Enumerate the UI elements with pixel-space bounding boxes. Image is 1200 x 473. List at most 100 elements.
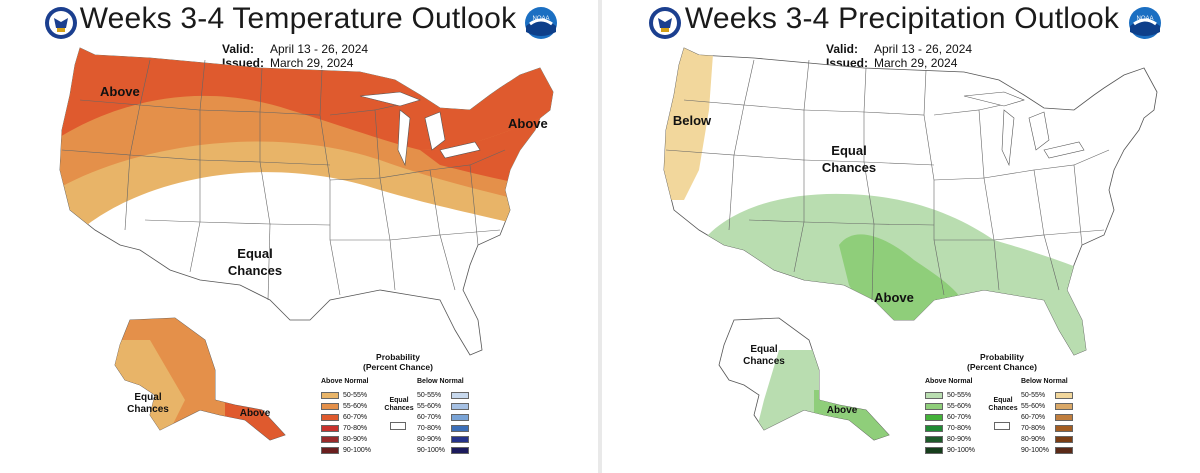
swatch-above-4 [321, 425, 339, 432]
label-equal-chances-line1: Equal [237, 246, 272, 261]
legend-equal-chances-swatch [390, 422, 406, 430]
swatch-above-1 [321, 392, 339, 399]
swatch-above-3 [321, 414, 339, 421]
legend-range: 55-60% [947, 403, 972, 410]
swatch-precip-below-2 [1055, 403, 1073, 410]
noaa-logo-text: NOAA [532, 16, 549, 22]
swatch-precip-above-3 [925, 414, 943, 421]
legend-range: 60-70% [417, 414, 442, 421]
legend-range: 60-70% [947, 414, 972, 421]
swatch-below-1 [451, 392, 469, 399]
legend-range: 70-80% [1021, 425, 1046, 432]
legend-equal-chances: Equal Chances [379, 397, 419, 413]
legend-below-normal: Below Normal [1021, 378, 1068, 385]
swatch-precip-below-6 [1055, 447, 1073, 454]
legend-range: 50-55% [417, 392, 442, 399]
swatch-below-3 [451, 414, 469, 421]
noaa-commerce-seal-icon [45, 7, 77, 39]
swatch-precip-above-4 [925, 425, 943, 432]
noaa-logo-icon: NOAA [1129, 7, 1161, 39]
legend-range: 80-90% [947, 436, 972, 443]
legend-range: 55-60% [343, 403, 368, 410]
swatch-precip-above-6 [925, 447, 943, 454]
valid-label: Valid: [222, 42, 255, 56]
state-boundaries [61, 59, 506, 301]
legend-range: 80-90% [417, 436, 442, 443]
label-equal-chances-line2: Chances [822, 160, 876, 175]
band-below-50-55 [664, 48, 714, 200]
legend-range: 70-80% [417, 425, 442, 432]
great-lakes [359, 91, 481, 167]
swatch-below-2 [451, 403, 469, 410]
panel-divider [598, 0, 602, 473]
legend-title-line2: (Percent Chance) [363, 362, 433, 372]
label-ak-above: Above [827, 405, 858, 416]
legend-equal-line1: Equal [389, 397, 409, 404]
label-ak-above: Above [240, 408, 271, 419]
label-above: Above [874, 290, 914, 305]
legend-range: 90-100% [947, 447, 976, 454]
legend-range: 80-90% [343, 436, 368, 443]
legend-range: 60-70% [343, 414, 368, 421]
legend-equal-line1: Equal [993, 397, 1013, 404]
legend-range: 70-80% [947, 425, 972, 432]
temperature-legend: Probability (Percent Chance) Above Normal… [313, 350, 483, 470]
valid-value: April 13 - 26, 2024 [874, 42, 973, 56]
temperature-outlook-panel: Weeks 3-4 Temperature Outlook NOAA Valid… [0, 0, 596, 473]
label-above-northeast: Above [508, 116, 548, 131]
legend-equal-line2: Chances [384, 405, 414, 412]
swatch-below-5 [451, 436, 469, 443]
legend-above-normal: Above Normal [321, 378, 369, 385]
precipitation-outlook-panel: Weeks 3-4 Precipitation Outlook NOAA Val… [604, 0, 1200, 473]
valid-value: April 13 - 26, 2024 [270, 42, 369, 56]
legend-title: Probability (Percent Chance) [917, 352, 1087, 372]
legend-title: Probability (Percent Chance) [313, 352, 483, 372]
noaa-commerce-seal-icon [649, 7, 681, 39]
swatch-below-6 [451, 447, 469, 454]
temperature-title: Weeks 3-4 Temperature Outlook [79, 2, 517, 35]
valid-label: Valid: [826, 42, 859, 56]
precipitation-legend: Probability (Percent Chance) Above Normal… [917, 350, 1087, 470]
legend-equal-chances: Equal Chances [983, 397, 1023, 413]
swatch-precip-below-3 [1055, 414, 1073, 421]
legend-range: 90-100% [1021, 447, 1050, 454]
noaa-logo-text: NOAA [1136, 16, 1153, 22]
swatch-above-2 [321, 403, 339, 410]
precipitation-map: Below Equal Chances Above Equal Chances … [663, 47, 1158, 441]
legend-title-line1: Probability [980, 352, 1024, 362]
legend-equal-line2: Chances [988, 405, 1018, 412]
label-equal-chances-line2: Chances [228, 263, 282, 278]
swatch-precip-above-2 [925, 403, 943, 410]
label-equal-chances-line1: Equal [831, 143, 866, 158]
swatch-below-4 [451, 425, 469, 432]
label-ak-equal-line1: Equal [134, 392, 161, 403]
issued-value: March 29, 2024 [270, 56, 354, 70]
label-ak-equal-line2: Chances [127, 404, 169, 415]
swatch-precip-below-5 [1055, 436, 1073, 443]
issued-value: March 29, 2024 [874, 56, 958, 70]
legend-range: 55-60% [1021, 403, 1046, 410]
swatch-precip-above-1 [925, 392, 943, 399]
precipitation-title: Weeks 3-4 Precipitation Outlook [684, 2, 1120, 35]
label-above-north: Above [100, 84, 140, 99]
legend-above-normal: Above Normal [925, 378, 973, 385]
label-below: Below [673, 113, 712, 128]
legend-above-swatches: 50-55% 55-60% 60-70% 70-80% 80-90% 90-10… [925, 390, 975, 456]
legend-range: 90-100% [417, 447, 446, 454]
swatch-above-5 [321, 436, 339, 443]
legend-range: 70-80% [343, 425, 368, 432]
legend-below-normal: Below Normal [417, 378, 464, 385]
swatch-precip-above-5 [925, 436, 943, 443]
legend-range: 60-70% [1021, 414, 1046, 421]
great-lakes [963, 91, 1085, 167]
temperature-map: Above Above Equal Chances Equal Chances … [59, 47, 554, 441]
legend-range: 90-100% [343, 447, 372, 454]
label-ak-equal-line1: Equal [750, 344, 777, 355]
legend-range: 80-90% [1021, 436, 1046, 443]
legend-range: 50-55% [1021, 392, 1046, 399]
legend-below-swatches: 50-55% 55-60% 60-70% 70-80% 80-90% 90-10… [1021, 390, 1077, 456]
state-boundaries [665, 59, 1110, 301]
alaska-temperature-bands [115, 318, 285, 440]
band-60-70 [60, 48, 553, 150]
